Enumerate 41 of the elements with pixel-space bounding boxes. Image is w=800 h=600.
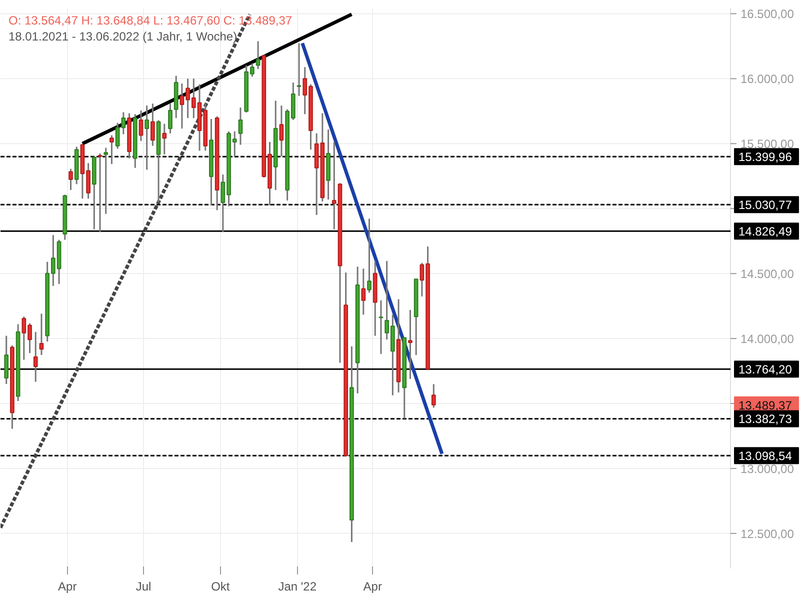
candlestick [168, 102, 172, 134]
y-tick-label: 15.500,00 [740, 137, 794, 152]
x-tick-label: Apr [363, 580, 382, 594]
candlestick [367, 218, 372, 294]
candlestick [256, 40, 260, 70]
candlestick [279, 104, 284, 158]
candlestick [68, 168, 73, 191]
x-tick-label: Jul [136, 580, 152, 594]
candlestick [138, 110, 144, 142]
candlestick [296, 42, 302, 97]
ref-line-label: 13.382,73 [738, 412, 792, 426]
text: 13.489,37 [738, 398, 792, 412]
candlestick [144, 104, 150, 170]
ref-line-label: 13.098,54 [738, 449, 792, 464]
x-tick-label: Jan '22 [278, 580, 317, 594]
candlestick [431, 383, 436, 408]
y-tick-label: 14.000,00 [740, 332, 794, 346]
candlestick [39, 312, 44, 356]
x-tick-label: Apr [58, 580, 77, 594]
candlestick [4, 335, 9, 385]
candlestick [150, 102, 155, 147]
ref-line-label: 15.399,96 [738, 150, 792, 164]
ref-line-label: 13.764,20 [738, 362, 792, 377]
candlestick [33, 331, 38, 383]
y-tick-label: 16.000,00 [740, 72, 794, 86]
ref-line-label: 15.030,77 [738, 198, 792, 212]
candlestick [110, 134, 114, 165]
candlestick [378, 300, 384, 355]
candlestick [98, 152, 102, 233]
candlestick [104, 147, 108, 215]
candlestick [238, 106, 243, 146]
x-tick-label: Okt [211, 580, 230, 594]
candlestick [408, 309, 412, 380]
y-tick-label: 12.500,00 [740, 526, 794, 541]
candlestick [162, 123, 167, 156]
candlestick [361, 268, 366, 316]
y-tick-label: 14.500,00 [740, 267, 794, 282]
ref-line-label: 14.826,49 [738, 224, 792, 239]
text: 18.01.2021 - 13.06.2022 (1 Jahr, 1 Woche) [8, 30, 238, 44]
y-tick-label: 13.000,00 [740, 462, 794, 476]
y-tick-label: 16.500,00 [740, 7, 794, 22]
